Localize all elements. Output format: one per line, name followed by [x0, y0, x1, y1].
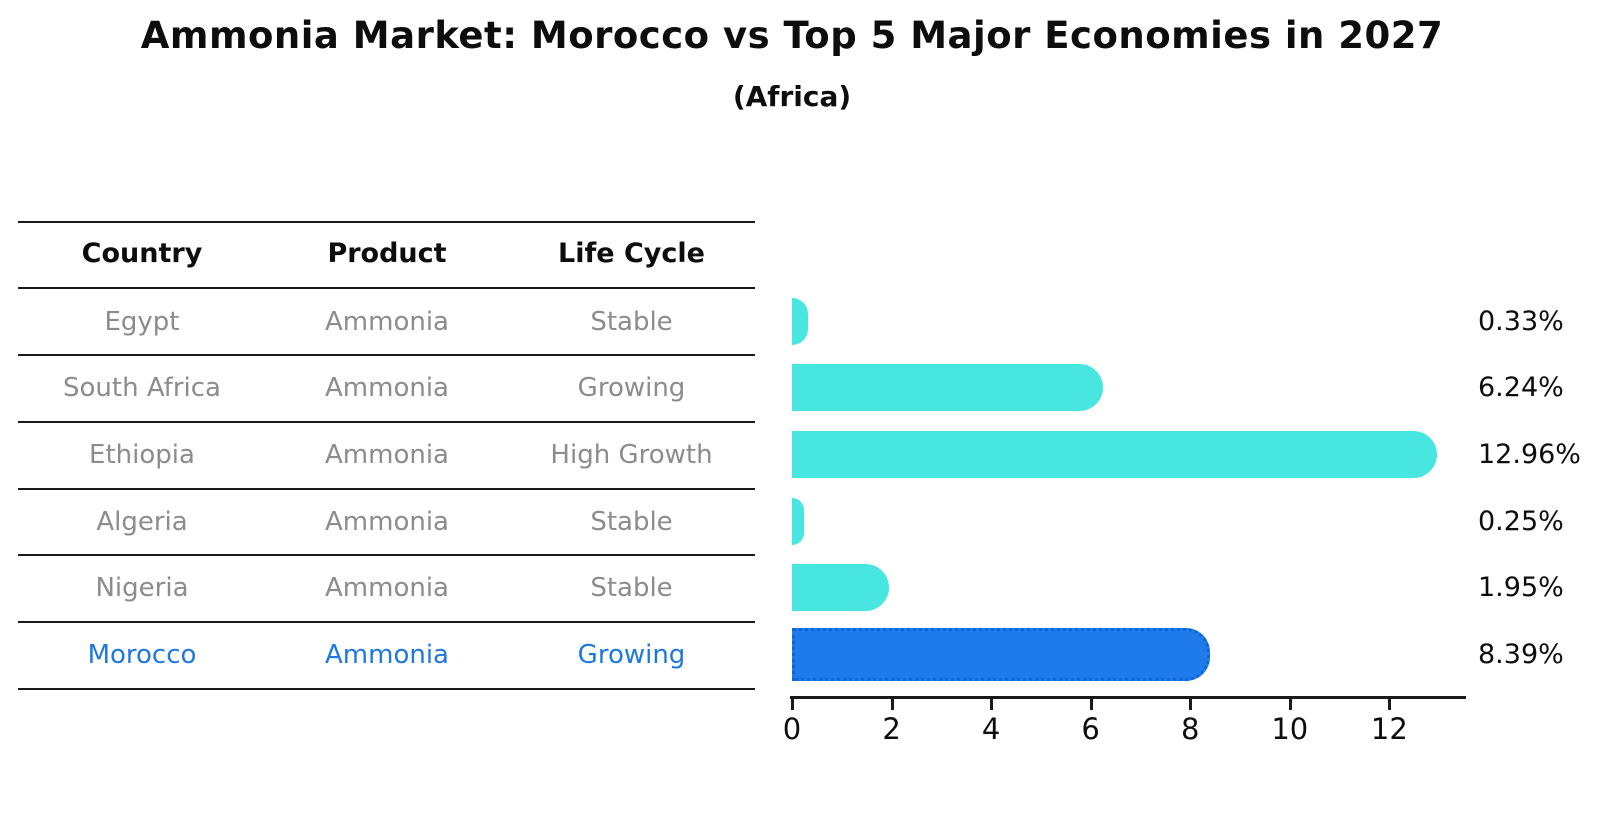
table-cell-life-cycle: Stable: [590, 307, 673, 337]
tick-label: 0: [782, 712, 802, 746]
table-rule: [18, 287, 755, 289]
column-header-country: Country: [81, 238, 203, 269]
table-cell-country: Nigeria: [95, 573, 189, 603]
chart-title: Ammonia Market: Morocco vs Top 5 Major E…: [140, 14, 1444, 57]
x-axis-ticks: 0 2 4 6 8 10 12: [783, 699, 1464, 749]
tick-label: 4: [981, 712, 1001, 746]
tick-label: 12: [1370, 712, 1408, 746]
tick-label: 8: [1180, 712, 1200, 746]
tick-mark: [791, 699, 794, 710]
table-cell-country-morocco: Morocco: [87, 640, 197, 670]
tick-mark: [1288, 699, 1292, 710]
table-rule: [18, 554, 755, 556]
table-rule: [18, 221, 755, 223]
tick-mark: [1089, 699, 1093, 710]
table-rule: [18, 421, 755, 423]
bar: [792, 364, 1103, 411]
table-cell-product: Ammonia: [325, 307, 449, 337]
table-cell-country: South Africa: [63, 373, 221, 403]
table-cell-product: Ammonia: [325, 573, 449, 603]
table-cell-country: Ethiopia: [89, 440, 195, 470]
bar-value-label: 0.25%: [1478, 506, 1564, 537]
tick-mark: [890, 699, 894, 710]
tick-label: 6: [1081, 712, 1100, 746]
column-header-life-cycle: Life Cycle: [558, 238, 705, 269]
bar-highlight-morocco: [792, 628, 1210, 681]
bar-value-label: 6.24%: [1478, 372, 1564, 403]
chart-subtitle: (Africa): [732, 80, 852, 113]
table-rule: [18, 688, 755, 690]
table-rule: [18, 354, 755, 356]
bar-value-label: 12.96%: [1478, 439, 1581, 470]
table-cell-product: Ammonia: [325, 507, 449, 537]
table-cell-life-cycle: Stable: [590, 573, 673, 603]
tick-mark: [1189, 699, 1193, 710]
tick-mark: [1388, 699, 1392, 710]
table-cell-product: Ammonia: [325, 373, 449, 403]
tick-label: 2: [882, 712, 901, 746]
table-rule: [18, 621, 755, 623]
table-cell-life-cycle: Growing: [577, 373, 686, 403]
table-cell-country: Algeria: [96, 507, 188, 537]
tick-mark: [990, 699, 994, 710]
bar: [792, 298, 809, 345]
table-cell-country: Egypt: [104, 307, 180, 337]
bar-value-label: 8.39%: [1478, 639, 1564, 670]
table-rule: [18, 488, 755, 490]
bar: [792, 498, 805, 545]
bar: [792, 431, 1438, 478]
bar-plot-area: [792, 298, 1464, 698]
column-header-product: Product: [327, 238, 447, 269]
table-cell-life-cycle: High Growth: [550, 440, 713, 470]
tick-label: 10: [1271, 712, 1309, 746]
table-cell-product-morocco: Ammonia: [325, 640, 449, 670]
bar: [792, 564, 890, 611]
bar-value-label: 0.33%: [1478, 306, 1564, 337]
table-cell-product: Ammonia: [325, 440, 449, 470]
x-axis: [790, 696, 1466, 699]
table-cell-life-cycle: Stable: [590, 507, 673, 537]
table-cell-life-cycle-morocco: Growing: [577, 640, 686, 670]
bar-value-label: 1.95%: [1478, 572, 1564, 603]
